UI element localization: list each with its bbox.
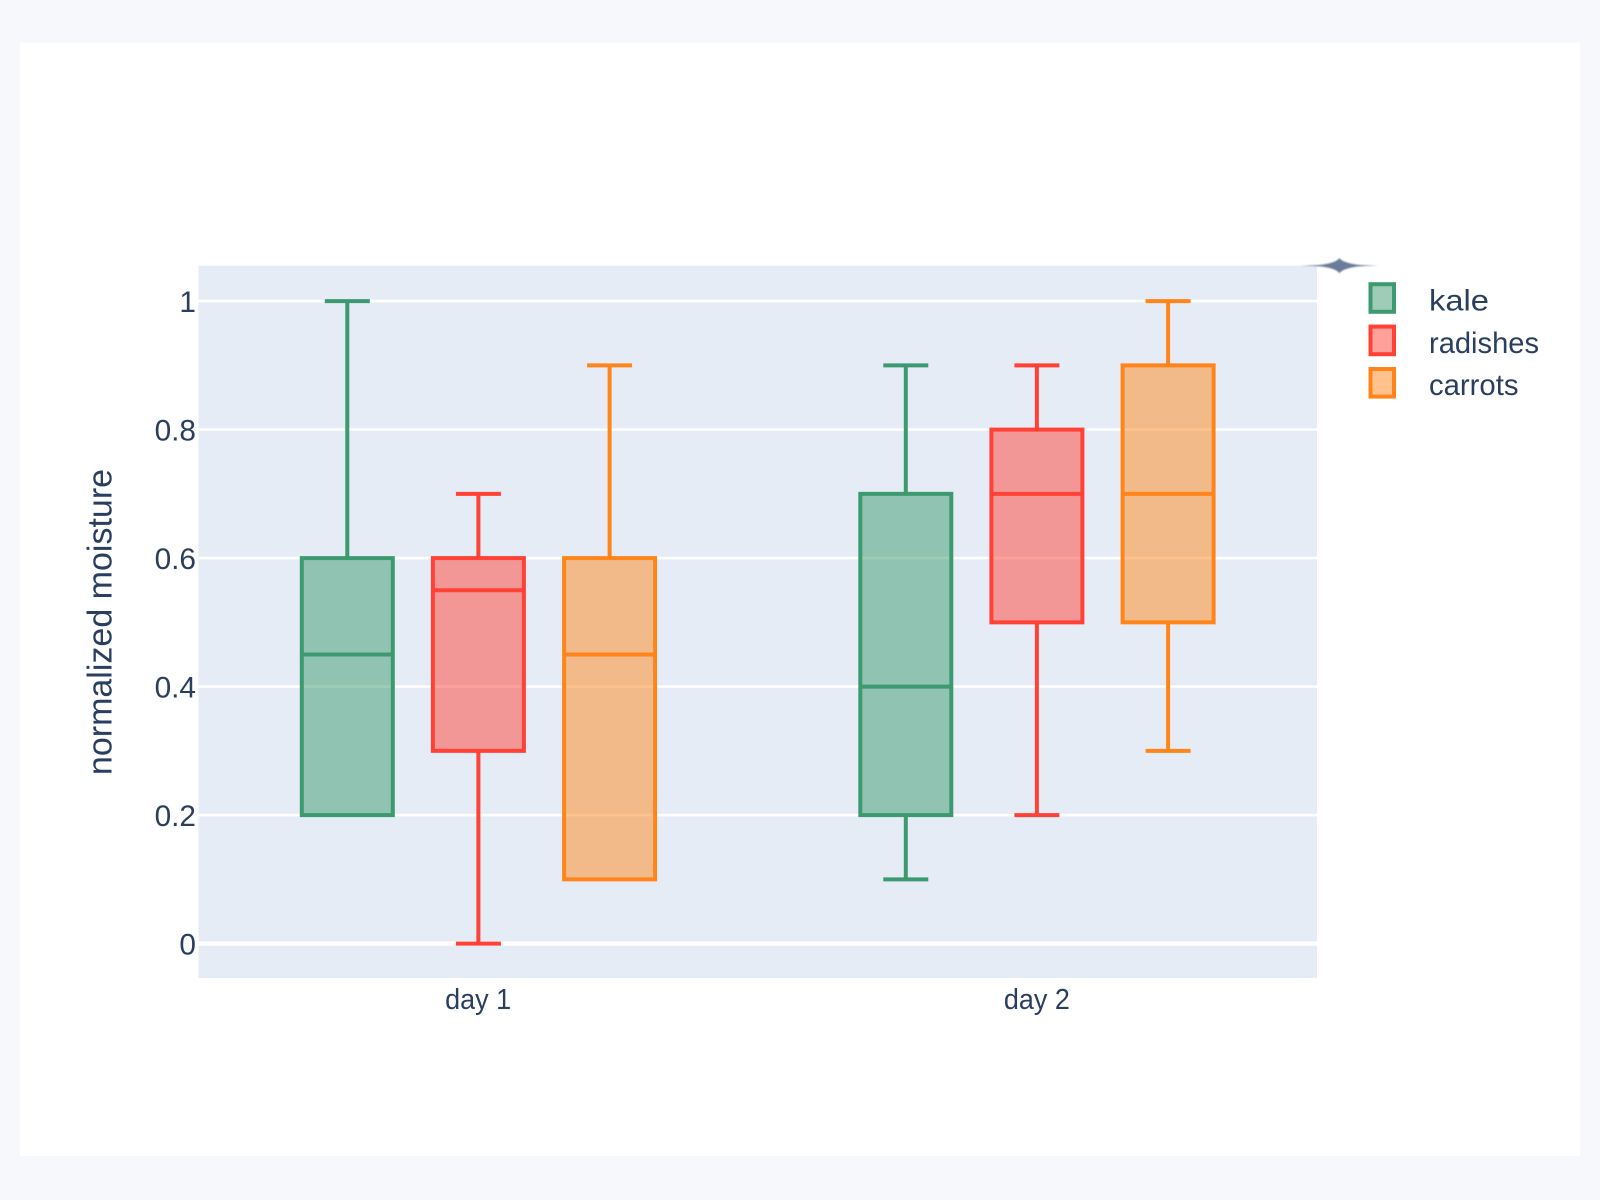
svg-text:kale: kale <box>1429 284 1489 317</box>
svg-text:0.6: 0.6 <box>155 543 196 576</box>
svg-text:0.4: 0.4 <box>155 672 196 705</box>
svg-text:day 1: day 1 <box>445 984 511 1016</box>
svg-text:carrots: carrots <box>1429 369 1519 402</box>
svg-text:day 2: day 2 <box>1004 984 1070 1016</box>
svg-text:0: 0 <box>179 929 196 962</box>
svg-text:normalized moisture: normalized moisture <box>82 469 120 775</box>
svg-text:1: 1 <box>179 286 196 319</box>
svg-text:0.2: 0.2 <box>155 800 196 833</box>
svg-text:radishes: radishes <box>1429 327 1539 360</box>
svg-text:0.8: 0.8 <box>155 415 196 448</box>
